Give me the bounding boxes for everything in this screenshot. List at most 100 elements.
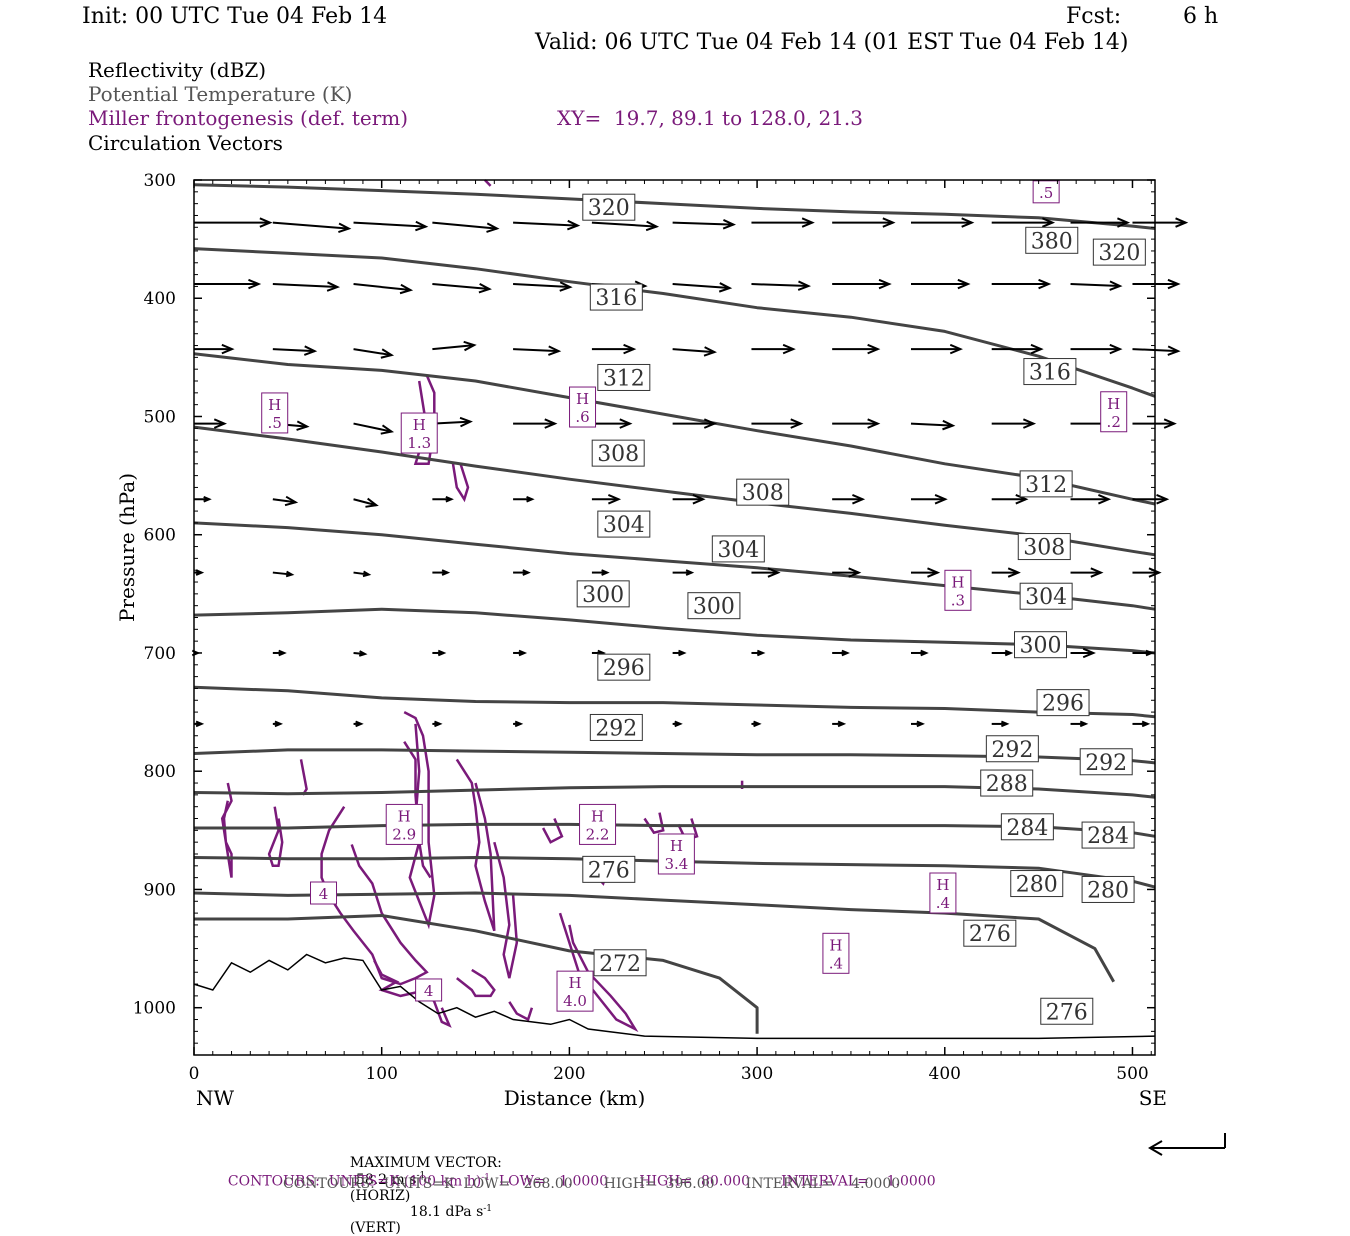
svg-text:316: 316 — [595, 286, 637, 311]
frontogenesis-contours — [220, 179, 744, 1033]
max-vector-vert: 18.1 dPa s — [409, 1204, 484, 1221]
theta-contour-284 — [194, 822, 1156, 838]
fronto-max-11: .5 — [1032, 180, 1060, 204]
fronto-contour-info: CONTOURS: UNITS=K (100 km h)-1 LOW= 1.00… — [227, 1173, 936, 1190]
cross-section-endpoints: XY= 19.7, 89.1 to 128.0, 21.3 — [557, 106, 863, 130]
svg-text:316: 316 — [1029, 361, 1071, 386]
vector-6-3 — [432, 649, 447, 657]
svg-text:320: 320 — [1098, 241, 1140, 266]
theta-contour-312 — [193, 352, 1156, 506]
svg-text:380: 380 — [1031, 229, 1073, 254]
svg-text:296: 296 — [603, 656, 645, 681]
svg-text:.5: .5 — [268, 414, 282, 432]
x-tick-label-300: 300 — [741, 1064, 773, 1084]
svg-text:.4: .4 — [936, 894, 950, 912]
contour-label-6: 312 — [1019, 470, 1073, 498]
x-tick-label-0: 0 — [189, 1064, 200, 1084]
vector-1-6 — [672, 282, 733, 293]
fronto-max-0: H.5 — [261, 392, 289, 434]
vector-5-5 — [591, 569, 610, 576]
theta-contour-288 — [193, 785, 1156, 799]
vector-6-1 — [272, 649, 287, 657]
vector-1-3 — [432, 283, 492, 294]
svg-text:300: 300 — [693, 595, 735, 620]
svg-text:H: H — [936, 876, 949, 894]
svg-text:H: H — [951, 573, 964, 591]
fronto-max-8: H.4 — [929, 872, 957, 914]
svg-text:H: H — [1107, 395, 1120, 413]
fronto-max-12: 4 — [310, 881, 338, 905]
contour-label-22: 284 — [1000, 813, 1054, 841]
theta-contour-info: CONTOURS: UNITS=K LOW= 268.00 HIGH= 396.… — [283, 1176, 901, 1192]
legend-frontogenesis: Miller frontogenesis (def. term) — [88, 106, 409, 130]
vector-1-7 — [751, 280, 812, 291]
svg-text:284: 284 — [1006, 816, 1048, 841]
forecast-hour: 6 h — [1183, 4, 1219, 29]
contour-label-19: 292 — [985, 735, 1039, 763]
svg-text:2.2: 2.2 — [586, 825, 610, 843]
svg-text:276: 276 — [1046, 1000, 1088, 1025]
contour-label-20: 292 — [1079, 748, 1133, 776]
contour-label-5: 312 — [597, 363, 651, 391]
contour-label-13: 300 — [576, 580, 630, 608]
vector-4-1 — [272, 495, 299, 507]
y-tick-label-700: 700 — [144, 644, 176, 664]
vector-2-4 — [513, 345, 562, 356]
legend-vectors: Circulation Vectors — [88, 131, 283, 155]
vector-7-10 — [991, 720, 1010, 728]
svg-text:280: 280 — [1087, 878, 1129, 903]
svg-text:4.0: 4.0 — [563, 992, 587, 1010]
vector-1-4 — [513, 281, 573, 292]
svg-text:276: 276 — [588, 858, 630, 883]
svg-text:280: 280 — [1016, 873, 1058, 898]
fronto-contour-14 — [643, 812, 665, 835]
svg-text:H: H — [568, 974, 581, 992]
x-tick-label-400: 400 — [929, 1064, 961, 1084]
vector-7-8 — [832, 720, 847, 728]
fronto-max-4: H.3 — [944, 569, 972, 611]
svg-text:3.4: 3.4 — [664, 855, 688, 873]
terrain-line — [193, 953, 1156, 1040]
svg-text:304: 304 — [603, 513, 645, 538]
contour-label-26: 280 — [1081, 875, 1135, 903]
vector-5-9 — [910, 567, 941, 578]
contour-label-28: 276 — [963, 919, 1017, 947]
svg-text:272: 272 — [599, 952, 641, 977]
legend-theta: Potential Temperature (K) — [88, 82, 353, 106]
vector-6-4 — [513, 649, 528, 657]
vector-2-7 — [751, 343, 796, 355]
vector-2-2 — [353, 348, 395, 359]
vector-3-0 — [194, 418, 227, 429]
theta-contour-272 — [194, 914, 759, 1034]
vector-6-6 — [672, 649, 687, 657]
vector-7-2 — [353, 720, 364, 728]
svg-text:H: H — [591, 807, 604, 825]
svg-text:312: 312 — [603, 366, 645, 391]
contour-label-7: 308 — [591, 439, 645, 467]
vector-2-6 — [672, 346, 717, 357]
vector-0-8 — [832, 217, 896, 228]
svg-text:H: H — [268, 396, 281, 414]
y-tick-label-500: 500 — [144, 407, 176, 427]
svg-text:288: 288 — [986, 772, 1028, 797]
y-tick-label-900: 900 — [144, 880, 176, 900]
se-end-label: SE — [1139, 1086, 1167, 1110]
fronto-contour-0 — [220, 782, 233, 878]
vector-1-1 — [272, 281, 340, 292]
circulation-vectors — [191, 217, 1189, 728]
vector-4-8 — [832, 494, 866, 505]
vector-6-9 — [910, 649, 929, 657]
svg-text:304: 304 — [1025, 585, 1067, 610]
vector-3-8 — [832, 418, 881, 429]
contour-label-29: 276 — [1040, 997, 1094, 1025]
contour-label-8: 308 — [736, 478, 790, 506]
vector-2-8 — [832, 343, 881, 355]
svg-text:H: H — [576, 390, 589, 408]
contour-label-0: 320 — [582, 193, 636, 221]
vector-5-11 — [1070, 567, 1104, 578]
vector-2-10 — [991, 343, 1044, 355]
svg-text:308: 308 — [1023, 536, 1065, 561]
vector-4-11 — [1070, 494, 1112, 505]
fronto-contour-6 — [455, 758, 496, 932]
vector-1-11 — [1070, 280, 1123, 291]
